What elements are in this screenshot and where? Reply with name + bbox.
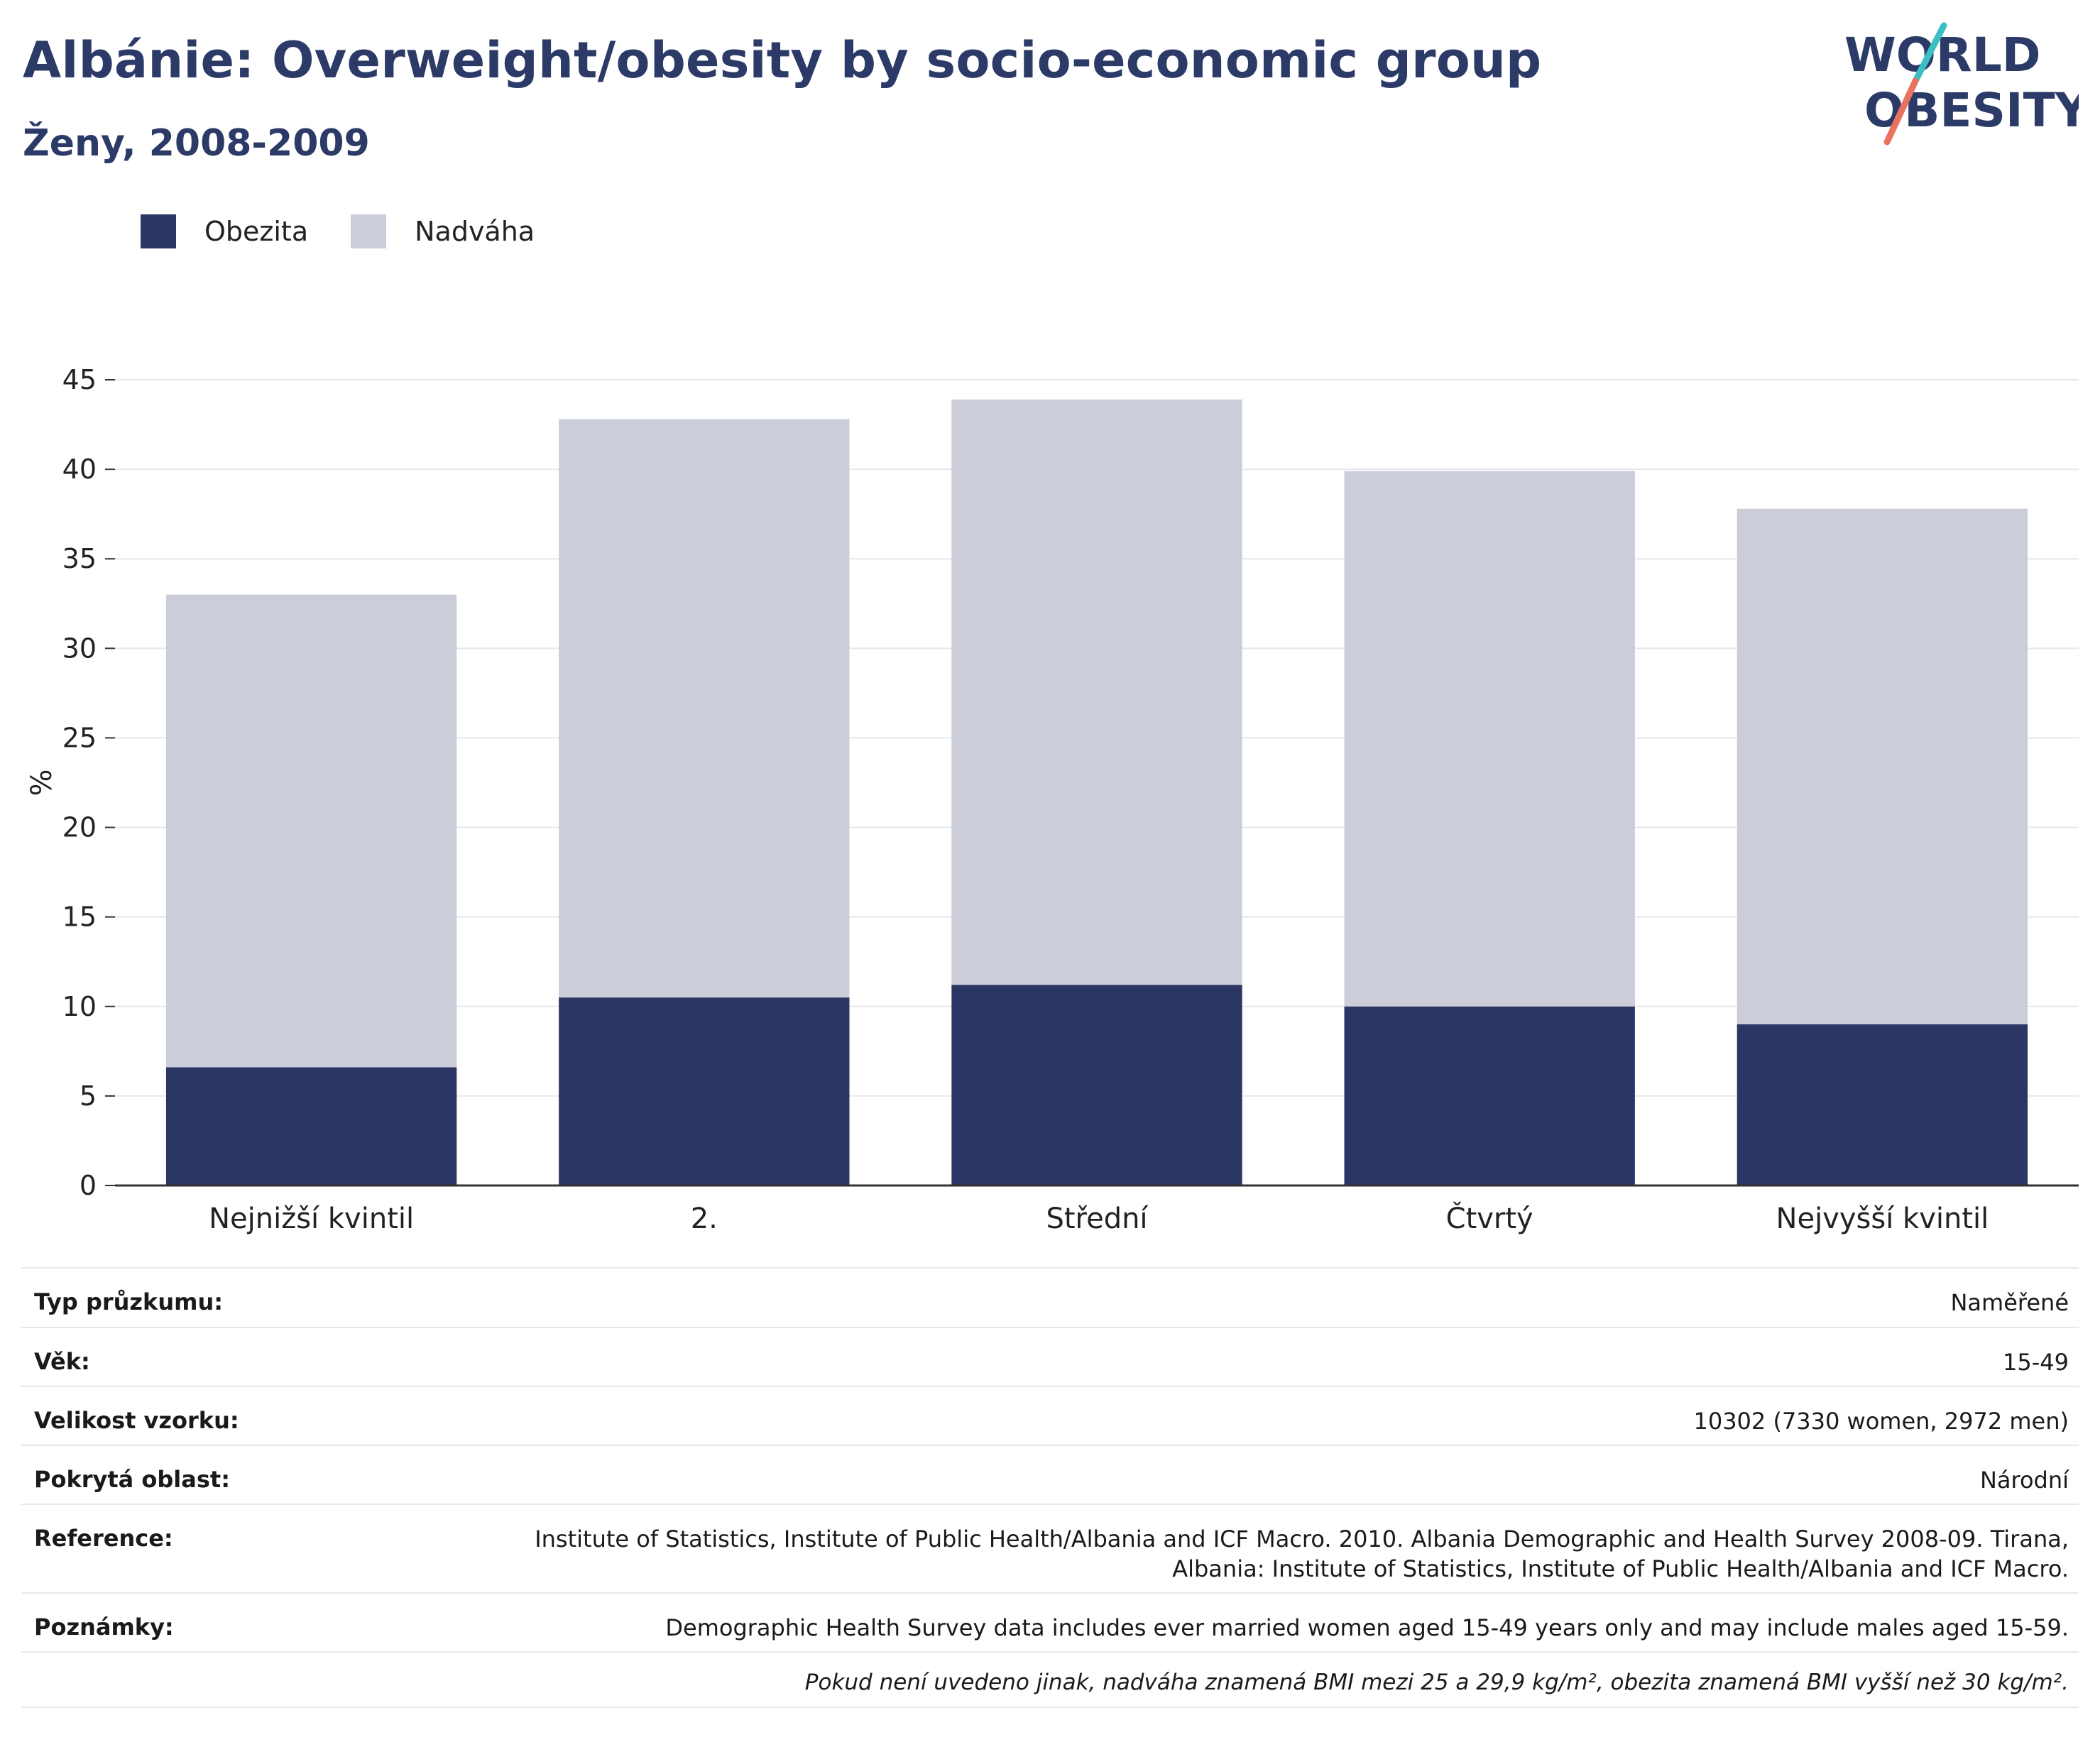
bar-obesity [559,997,850,1185]
meta-value: Institute of Statistics, Institute of Pu… [535,1525,2069,1584]
chart-title: Albánie: Overweight/obesity by socio-eco… [23,31,1542,89]
reference-line-2: Albania: Institute of Statistics, Instit… [1172,1555,2069,1582]
meta-row-age: Věk: 15-49 [21,1327,2079,1386]
y-tick-label: 40 [62,454,97,485]
meta-key: Typ průzkumu: [34,1288,224,1315]
bar-overweight [951,399,1242,985]
legend-label-overweight: Nadváha [415,216,535,247]
legend-swatch-obesity [141,214,176,248]
survey-metadata-table: Typ průzkumu: Naměřené Věk: 15-49 Veliko… [21,1267,2079,1708]
meta-row-survey-type: Typ průzkumu: Naměřené [21,1267,2079,1327]
bar-chart: 0 5 10 15 20 25 30 35 40 45% Nejnižší kvintil 2. Stř… [26,364,2079,1235]
bar-obesity [1344,1006,1635,1185]
legend-swatch-overweight [351,214,387,248]
bar-overweight [1737,508,2028,1024]
y-tick-label: 45 [62,364,97,395]
bar-overweight [559,419,850,998]
meta-key: Velikost vzorku: [34,1407,239,1434]
y-tick-label: 30 [62,632,97,664]
meta-value: Demographic Health Survey data includes … [665,1614,2069,1641]
y-tick-label: 20 [62,812,97,843]
meta-row-notes: Poznámky: Demographic Health Survey data… [21,1592,2079,1651]
bar-overweight [165,594,457,1068]
bar-obesity [165,1067,457,1185]
meta-key: Reference: [34,1525,173,1552]
svg-text:WORLD: WORLD [1844,28,2041,82]
chart-legend: Obezita Nadváha [141,210,577,253]
svg-text:OBESITY: OBESITY [1864,83,2079,138]
y-tick-label: 0 [80,1170,97,1201]
y-tick-label: 5 [80,1080,97,1112]
meta-row-reference: Reference: Institute of Statistics, Inst… [21,1504,2079,1592]
legend-item-obesity: Obezita [141,214,308,248]
reference-line-1: Institute of Statistics, Institute of Pu… [535,1526,2069,1552]
meta-key: Věk: [34,1348,90,1375]
meta-key: Poznámky: [34,1614,174,1641]
bar-obesity [951,985,1242,1185]
y-tick-label: 15 [62,902,97,933]
meta-key: Pokrytá oblast: [34,1466,230,1493]
meta-value: Naměřené [1950,1289,2069,1316]
meta-value: Národní [1979,1467,2069,1494]
bmi-footnote: Pokud není uvedeno jinak, nadváha znamen… [21,1651,2079,1708]
x-tick-label: Nejnižší kvintil [209,1203,414,1235]
x-tick-label: Střední [1046,1203,1149,1235]
world-obesity-logo: WORLD OBESITY [1844,22,2079,146]
chart-subtitle: Ženy, 2008-2009 [23,122,370,165]
x-tick-label: 2. [691,1203,718,1235]
legend-label-obesity: Obezita [204,216,309,247]
meta-value: 10302 (7330 women, 2972 men) [1693,1408,2069,1435]
meta-row-sample-size: Velikost vzorku: 10302 (7330 women, 2972… [21,1386,2079,1445]
y-axis-label: % [26,769,58,796]
legend-item-overweight: Nadváha [351,214,535,248]
y-tick-label: 25 [62,722,97,753]
meta-row-area-covered: Pokrytá oblast: Národní [21,1445,2079,1504]
y-tick-label: 10 [62,991,97,1022]
bar-obesity [1737,1024,2028,1185]
meta-value: 15-49 [2003,1349,2069,1376]
x-tick-label: Čtvrtý [1446,1201,1533,1235]
y-tick-label: 35 [62,543,97,574]
x-tick-label: Nejvyšší kvintil [1776,1203,1989,1235]
bar-overweight [1344,471,1635,1007]
